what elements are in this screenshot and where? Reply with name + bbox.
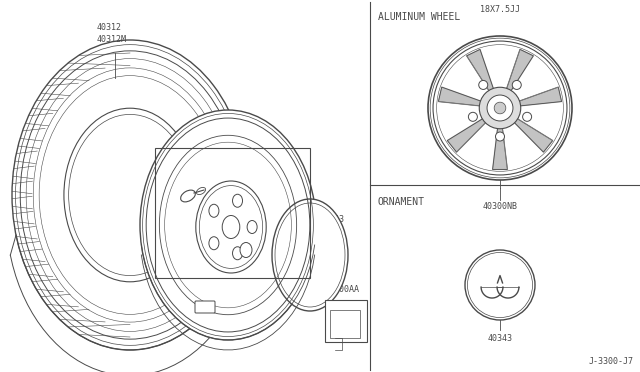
Polygon shape [493, 124, 508, 170]
Text: 40312: 40312 [97, 23, 122, 32]
Ellipse shape [240, 243, 252, 257]
Circle shape [495, 132, 504, 141]
Ellipse shape [65, 110, 195, 280]
Text: 40343: 40343 [488, 334, 513, 343]
Text: 40311: 40311 [155, 175, 180, 184]
Ellipse shape [232, 247, 243, 260]
Bar [325, 300, 367, 342]
Text: 18X7.5JJ: 18X7.5JJ [480, 5, 520, 14]
Polygon shape [467, 49, 495, 94]
Circle shape [479, 87, 521, 129]
Polygon shape [515, 87, 561, 106]
Circle shape [468, 112, 477, 121]
Circle shape [523, 112, 532, 121]
Ellipse shape [209, 237, 219, 250]
Circle shape [494, 102, 506, 114]
Ellipse shape [140, 110, 316, 340]
Circle shape [465, 250, 535, 320]
Ellipse shape [222, 215, 240, 238]
Bar [330, 310, 360, 338]
Polygon shape [447, 116, 489, 152]
FancyBboxPatch shape [195, 301, 215, 313]
Ellipse shape [209, 204, 219, 217]
Ellipse shape [232, 194, 243, 207]
Text: 40312M: 40312M [97, 35, 127, 44]
Ellipse shape [64, 108, 196, 282]
Bar [155, 148, 310, 278]
Ellipse shape [272, 199, 348, 311]
Text: 40300AA: 40300AA [325, 285, 360, 294]
Circle shape [428, 36, 572, 180]
Text: 40300MB: 40300MB [198, 131, 233, 140]
Text: 40300A: 40300A [192, 311, 222, 320]
Text: ORNAMENT: ORNAMENT [378, 197, 425, 207]
Circle shape [512, 80, 521, 89]
Text: 40343: 40343 [320, 215, 345, 224]
Text: 40300NB: 40300NB [483, 202, 518, 211]
Polygon shape [505, 49, 533, 94]
Circle shape [487, 95, 513, 121]
Ellipse shape [196, 181, 266, 273]
Text: ALUMINUM WHEEL: ALUMINUM WHEEL [378, 12, 460, 22]
Text: 40224: 40224 [245, 177, 270, 186]
Ellipse shape [247, 221, 257, 234]
Polygon shape [511, 116, 553, 152]
Circle shape [479, 80, 488, 89]
Polygon shape [438, 87, 485, 106]
Text: J-3300-J7: J-3300-J7 [589, 357, 634, 366]
